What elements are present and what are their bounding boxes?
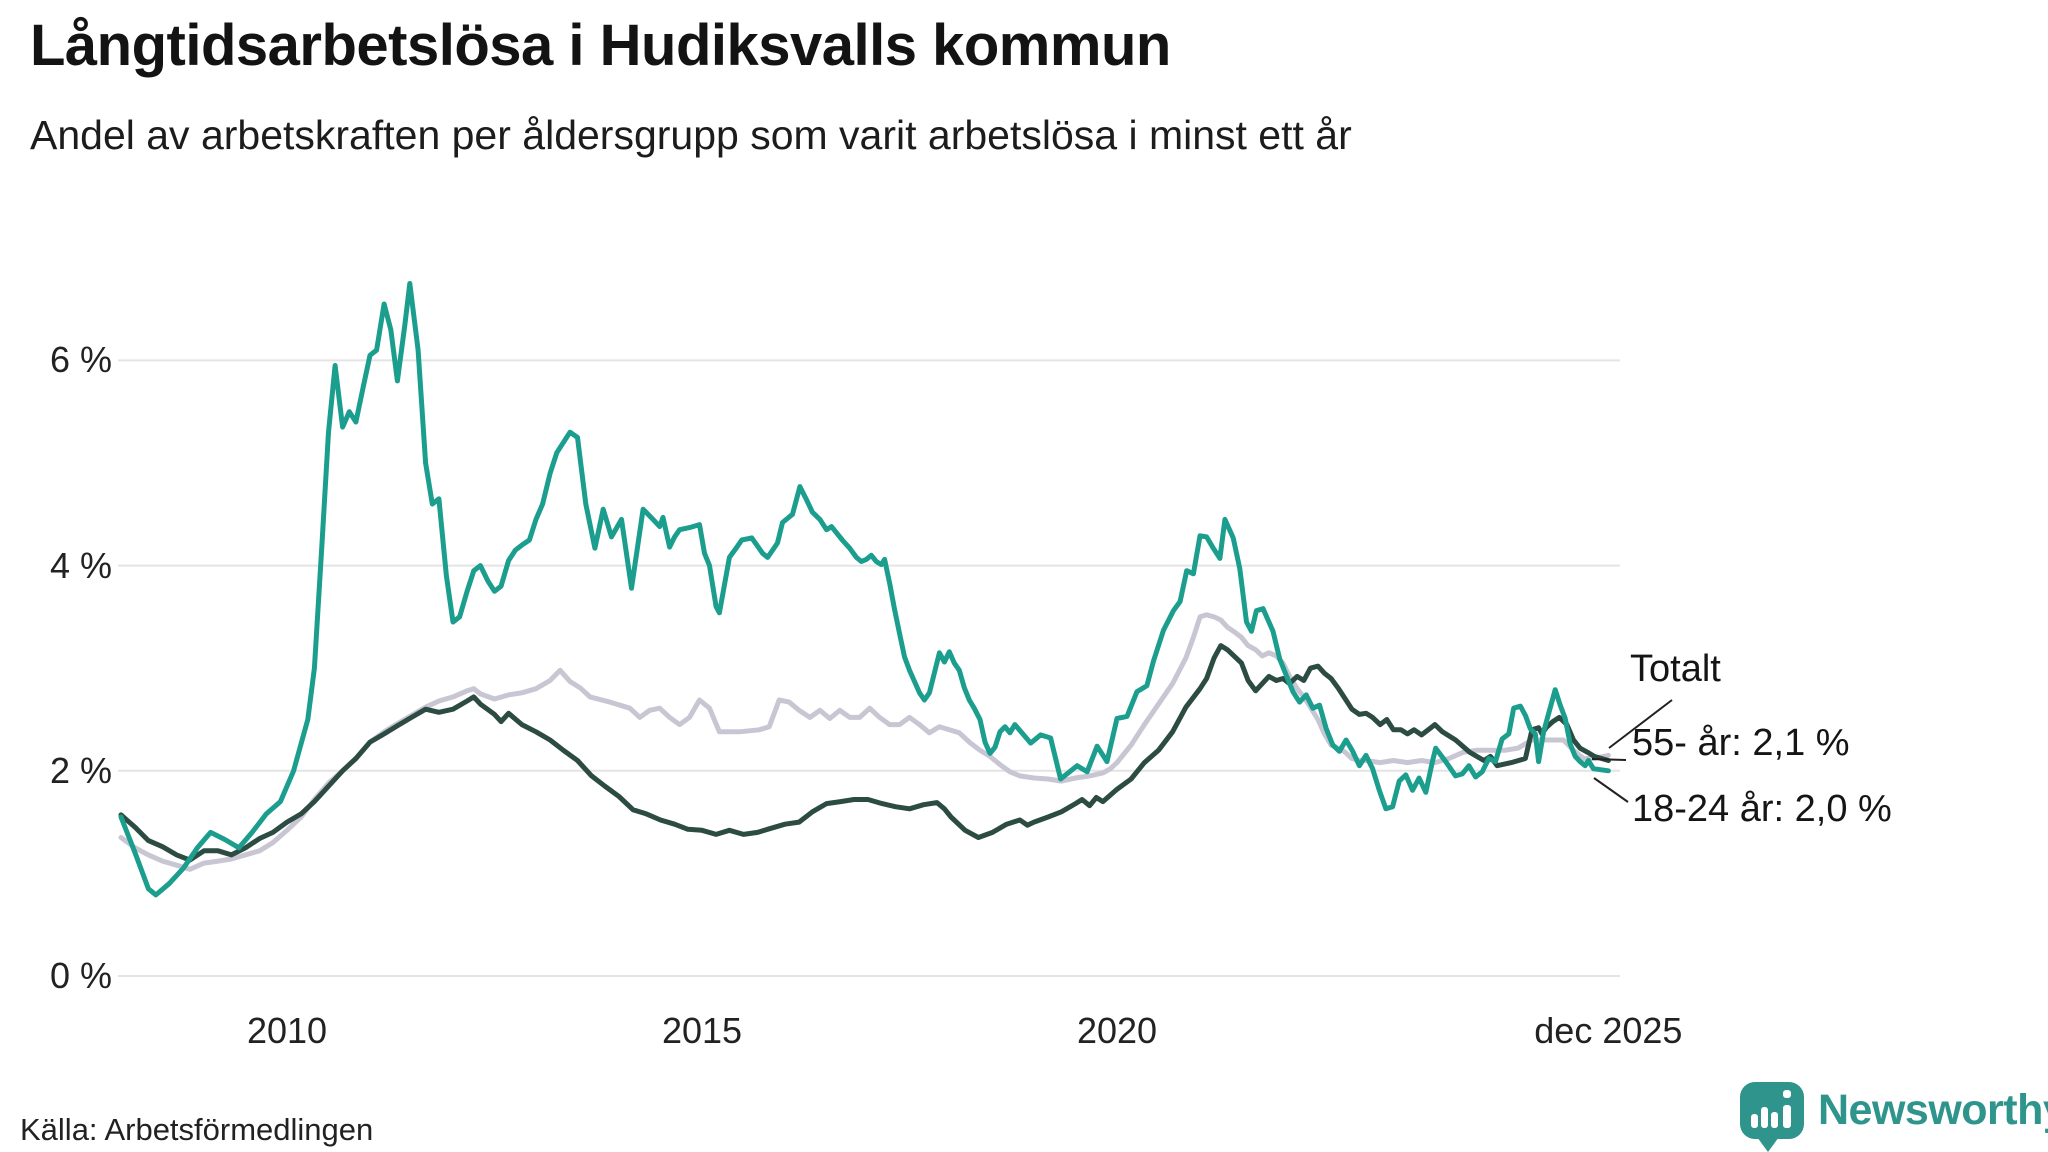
annotation-leader-line [1591,758,1627,761]
newsworthy-logo[interactable]: Newsworthy [1740,1082,2048,1152]
series-line-18-24 år [118,281,1611,898]
chart-subtitle: Andel av arbetskraften per åldersgrupp s… [30,112,1352,158]
chart-title: Långtidsarbetslösa i Hudiksvalls kommun [30,13,1171,78]
source-note: Källa: Arbetsförmedlingen [20,1112,374,1147]
logo-bubble-tail [1757,1137,1779,1152]
series-line-Totalt [118,612,1611,872]
newsworthy-logo-icon [1740,1082,1804,1152]
logo-bar-icon [1751,1114,1758,1128]
logo-bar-icon [1771,1112,1778,1128]
annotation-leader-line [1593,777,1629,803]
annotation-leader-line [1608,699,1673,749]
series-line-55- år [118,643,1611,863]
logo-exclamation-dot-icon [1783,1090,1791,1098]
logo-exclamation-bar-icon [1783,1105,1791,1128]
logo-bar-icon [1761,1107,1768,1128]
newsworthy-logo-text: Newsworthy [1818,1086,2048,1134]
